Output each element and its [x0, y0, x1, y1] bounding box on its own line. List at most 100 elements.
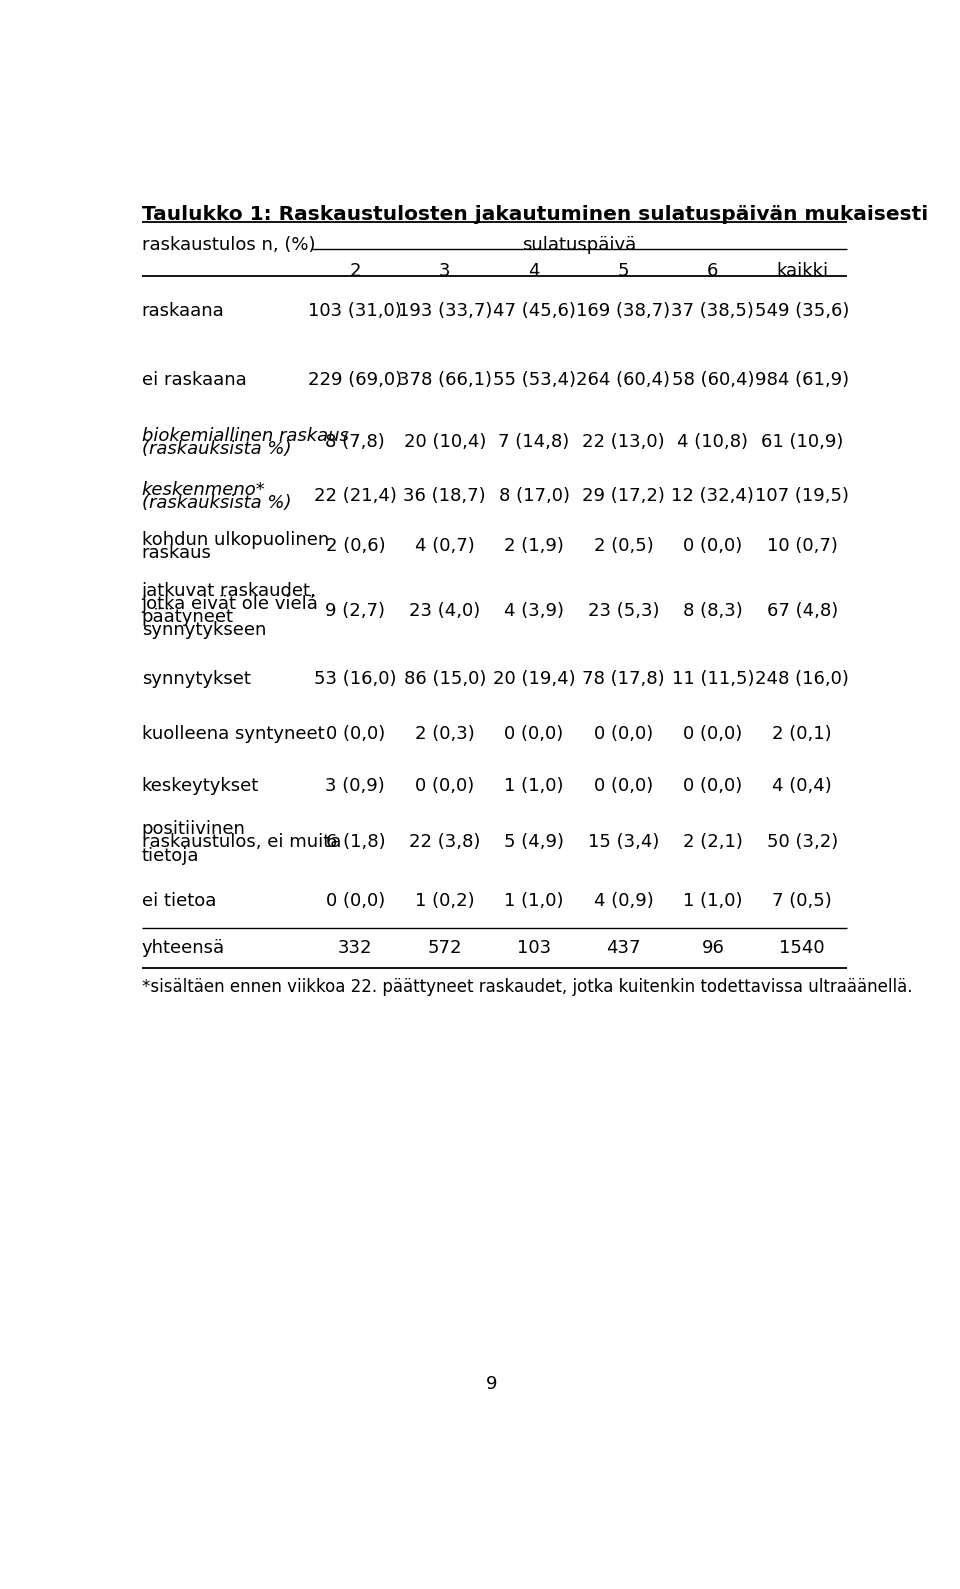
Text: 2 (1,9): 2 (1,9): [504, 537, 564, 556]
Text: jatkuvat raskaudet,: jatkuvat raskaudet,: [142, 582, 317, 601]
Text: 103 (31,0): 103 (31,0): [308, 302, 402, 319]
Text: 4 (0,4): 4 (0,4): [773, 777, 832, 794]
Text: 984 (61,9): 984 (61,9): [756, 372, 850, 389]
Text: 0 (0,0): 0 (0,0): [594, 725, 653, 744]
Text: keskenmeno*: keskenmeno*: [142, 481, 266, 499]
Text: 1540: 1540: [780, 939, 825, 957]
Text: 0 (0,0): 0 (0,0): [684, 777, 742, 794]
Text: raskaana: raskaana: [142, 302, 225, 319]
Text: päätyneet: päätyneet: [142, 609, 233, 626]
Text: 378 (66,1): 378 (66,1): [397, 372, 492, 389]
Text: 22 (3,8): 22 (3,8): [409, 834, 480, 852]
Text: 4 (0,7): 4 (0,7): [415, 537, 474, 556]
Text: 47 (45,6): 47 (45,6): [492, 302, 576, 319]
Text: ei raskaana: ei raskaana: [142, 372, 247, 389]
Text: synnytykset: synnytykset: [142, 671, 251, 688]
Text: 0 (0,0): 0 (0,0): [505, 725, 564, 744]
Text: 12 (32,4): 12 (32,4): [671, 488, 755, 505]
Text: 264 (60,4): 264 (60,4): [577, 372, 670, 389]
Text: 2 (0,5): 2 (0,5): [593, 537, 654, 556]
Text: (raskauksista %): (raskauksista %): [142, 494, 291, 512]
Text: 11 (11,5): 11 (11,5): [672, 671, 755, 688]
Text: 549 (35,6): 549 (35,6): [756, 302, 850, 319]
Text: 193 (33,7): 193 (33,7): [397, 302, 492, 319]
Text: Taulukko 1: Raskaustulosten jakautuminen sulatuspäivän mukaisesti: Taulukko 1: Raskaustulosten jakautuminen…: [142, 205, 928, 224]
Text: 23 (5,3): 23 (5,3): [588, 602, 660, 620]
Text: 1 (1,0): 1 (1,0): [504, 777, 564, 794]
Text: 2 (0,1): 2 (0,1): [773, 725, 832, 744]
Text: 107 (19,5): 107 (19,5): [756, 488, 850, 505]
Text: 4 (10,8): 4 (10,8): [678, 434, 749, 451]
Text: *sisältäen ennen viikkoa 22. päättyneet raskaudet, jotka kuitenkin todettavissa : *sisältäen ennen viikkoa 22. päättyneet …: [142, 979, 912, 996]
Text: raskaustulos, ei muita: raskaustulos, ei muita: [142, 834, 341, 852]
Text: raskaus: raskaus: [142, 543, 211, 563]
Text: 10 (0,7): 10 (0,7): [767, 537, 838, 556]
Text: 103: 103: [517, 939, 551, 957]
Text: 0 (0,0): 0 (0,0): [684, 537, 742, 556]
Text: tietoja: tietoja: [142, 847, 200, 864]
Text: keskeytykset: keskeytykset: [142, 777, 259, 794]
Text: 58 (60,4): 58 (60,4): [672, 372, 755, 389]
Text: 2 (0,6): 2 (0,6): [325, 537, 385, 556]
Text: 7 (14,8): 7 (14,8): [498, 434, 569, 451]
Text: raskaustulos n, (%): raskaustulos n, (%): [142, 237, 315, 254]
Text: 0 (0,0): 0 (0,0): [415, 777, 474, 794]
Text: kuolleena syntyneet: kuolleena syntyneet: [142, 725, 324, 744]
Text: 437: 437: [607, 939, 640, 957]
Text: 9 (2,7): 9 (2,7): [325, 602, 385, 620]
Text: positiivinen: positiivinen: [142, 820, 246, 839]
Text: 229 (69,0): 229 (69,0): [308, 372, 402, 389]
Text: 9: 9: [487, 1374, 497, 1392]
Text: 169 (38,7): 169 (38,7): [576, 302, 670, 319]
Text: 1 (1,0): 1 (1,0): [684, 893, 743, 910]
Text: 22 (13,0): 22 (13,0): [582, 434, 665, 451]
Text: 4 (3,9): 4 (3,9): [504, 602, 564, 620]
Text: synnytykseen: synnytykseen: [142, 621, 266, 639]
Text: 86 (15,0): 86 (15,0): [403, 671, 486, 688]
Text: jotka eivät ole vielä: jotka eivät ole vielä: [142, 596, 319, 613]
Text: 248 (16,0): 248 (16,0): [756, 671, 850, 688]
Text: 20 (19,4): 20 (19,4): [492, 671, 575, 688]
Text: 0 (0,0): 0 (0,0): [684, 725, 742, 744]
Text: 2 (0,3): 2 (0,3): [415, 725, 474, 744]
Text: 8 (7,8): 8 (7,8): [325, 434, 385, 451]
Text: 6 (1,8): 6 (1,8): [325, 834, 385, 852]
Text: 2: 2: [349, 262, 361, 280]
Text: 29 (17,2): 29 (17,2): [582, 488, 665, 505]
Text: 23 (4,0): 23 (4,0): [409, 602, 480, 620]
Text: 22 (21,4): 22 (21,4): [314, 488, 396, 505]
Text: (raskauksista %): (raskauksista %): [142, 440, 291, 458]
Text: 53 (16,0): 53 (16,0): [314, 671, 396, 688]
Text: kohdun ulkopuolinen: kohdun ulkopuolinen: [142, 531, 329, 548]
Text: sulatuspäivä: sulatuspäivä: [521, 237, 636, 254]
Text: 37 (38,5): 37 (38,5): [671, 302, 755, 319]
Text: 1 (0,2): 1 (0,2): [415, 893, 474, 910]
Text: 78 (17,8): 78 (17,8): [582, 671, 665, 688]
Text: ei tietoa: ei tietoa: [142, 893, 216, 910]
Text: 8 (17,0): 8 (17,0): [498, 488, 569, 505]
Text: 0 (0,0): 0 (0,0): [594, 777, 653, 794]
Text: 5: 5: [617, 262, 629, 280]
Text: 61 (10,9): 61 (10,9): [761, 434, 844, 451]
Text: 1 (1,0): 1 (1,0): [504, 893, 564, 910]
Text: 15 (3,4): 15 (3,4): [588, 834, 660, 852]
Text: 4: 4: [528, 262, 540, 280]
Text: 0 (0,0): 0 (0,0): [325, 893, 385, 910]
Text: yhteensä: yhteensä: [142, 939, 225, 957]
Text: 55 (53,4): 55 (53,4): [492, 372, 576, 389]
Text: 572: 572: [427, 939, 462, 957]
Text: 36 (18,7): 36 (18,7): [403, 488, 486, 505]
Text: 20 (10,4): 20 (10,4): [403, 434, 486, 451]
Text: 96: 96: [702, 939, 724, 957]
Text: 5 (4,9): 5 (4,9): [504, 834, 564, 852]
Text: 0 (0,0): 0 (0,0): [325, 725, 385, 744]
Text: 4 (0,9): 4 (0,9): [593, 893, 654, 910]
Text: kaikki: kaikki: [777, 262, 828, 280]
Text: biokemiallinen raskaus: biokemiallinen raskaus: [142, 427, 348, 445]
Text: 332: 332: [338, 939, 372, 957]
Text: 3 (0,9): 3 (0,9): [325, 777, 385, 794]
Text: 3: 3: [439, 262, 450, 280]
Text: 6: 6: [708, 262, 719, 280]
Text: 7 (0,5): 7 (0,5): [773, 893, 832, 910]
Text: 50 (3,2): 50 (3,2): [767, 834, 838, 852]
